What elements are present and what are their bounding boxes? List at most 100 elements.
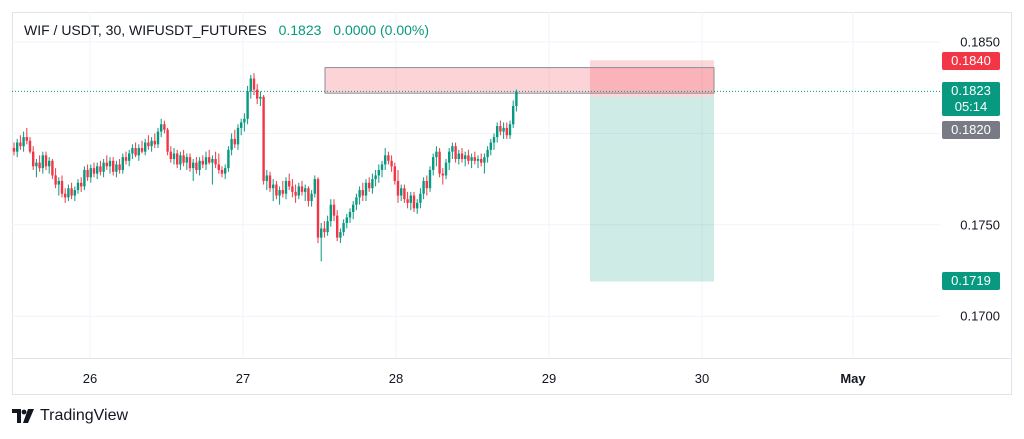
- candle-body: [54, 175, 57, 185]
- candle-body: [124, 157, 128, 161]
- stop-loss-zone: [590, 60, 714, 97]
- candle-body: [185, 157, 188, 163]
- candle-body: [505, 127, 508, 136]
- candle-body: [268, 175, 272, 189]
- time-label: 28: [388, 371, 404, 386]
- candle-body: [272, 184, 275, 189]
- candle-body: [393, 166, 396, 181]
- candle-body: [320, 228, 323, 238]
- candle-body: [131, 148, 134, 154]
- candle-body: [83, 169, 86, 187]
- candle-body: [432, 157, 435, 170]
- candle-body: [483, 157, 486, 163]
- candle-body: [275, 184, 278, 196]
- candle-body: [28, 140, 32, 152]
- symbol-legend: WIF / USDT, 30, WIFUSDT_FUTURES 0.1823 0…: [24, 22, 429, 38]
- candle-body: [76, 182, 80, 191]
- candle-body: [192, 162, 195, 169]
- candle-body: [233, 138, 236, 145]
- candle-body: [339, 232, 342, 238]
- chart-frame: [12, 12, 1012, 395]
- candle-body: [492, 137, 496, 143]
- candle-body: [329, 204, 332, 222]
- candle-body: [281, 190, 284, 194]
- candle-body: [396, 180, 400, 196]
- candle-body: [240, 122, 243, 128]
- candle-body: [211, 158, 214, 163]
- candle-body: [304, 188, 307, 192]
- candle-body: [441, 173, 444, 176]
- candle-body: [38, 162, 41, 169]
- candle-body: [176, 153, 179, 165]
- brand-name: TradingView: [40, 407, 129, 424]
- time-label: 29: [541, 371, 557, 386]
- candle-body: [204, 157, 208, 165]
- last-price: 0.1823: [278, 22, 322, 38]
- candle-body: [384, 155, 387, 165]
- candle-body: [336, 215, 339, 238]
- candle-body: [502, 127, 505, 132]
- candle-body: [361, 190, 364, 196]
- candle-body: [99, 166, 102, 172]
- candle-body: [368, 182, 371, 189]
- candle-body: [150, 140, 153, 147]
- candle-body: [137, 148, 140, 156]
- candle-body: [128, 153, 131, 161]
- candle-body: [140, 148, 144, 152]
- candle-body: [499, 126, 502, 132]
- candle-body: [428, 169, 432, 189]
- candlestick-chart[interactable]: [12, 12, 940, 358]
- candle-body: [400, 188, 403, 196]
- candle-body: [265, 175, 268, 181]
- candle-body: [380, 164, 384, 170]
- candle-body: [73, 190, 76, 196]
- candle-body: [35, 162, 38, 167]
- candle-body: [352, 204, 355, 213]
- candle-body: [409, 195, 412, 203]
- candle-body: [460, 153, 464, 159]
- candle-body: [32, 151, 35, 167]
- candle-body: [480, 158, 483, 163]
- candle-body: [297, 186, 300, 196]
- candle-body: [489, 142, 492, 150]
- candle-body: [422, 180, 425, 194]
- candle-body: [25, 137, 28, 141]
- candle-body: [307, 188, 310, 202]
- candle-body: [121, 157, 124, 170]
- candle-body: [147, 142, 150, 147]
- candle-body: [300, 186, 304, 192]
- candle-body: [406, 199, 409, 203]
- time-axis[interactable]: 26 27 28 29 30 May: [12, 358, 1012, 395]
- candle-body: [457, 153, 460, 159]
- candle-body: [57, 180, 60, 185]
- candle-body: [387, 155, 390, 161]
- tradingview-branding[interactable]: TradingView: [12, 407, 128, 425]
- candle-body: [326, 221, 329, 233]
- candle-body: [92, 168, 96, 174]
- candle-body: [262, 96, 265, 181]
- candle-body: [60, 180, 64, 194]
- candle-body: [454, 146, 457, 159]
- candle-body: [412, 195, 416, 209]
- resistance-rectangle: [324, 67, 715, 94]
- candle-body: [217, 164, 220, 170]
- price-axis[interactable]: 0.1850 0.1750 0.1700 0.1840 0.1823 05:14…: [940, 12, 1012, 358]
- candle-body: [256, 89, 259, 99]
- candle-body: [284, 180, 288, 194]
- candle-body: [16, 142, 19, 152]
- candle-body: [348, 212, 352, 218]
- chart-pane[interactable]: [12, 12, 940, 358]
- symbol-title[interactable]: WIF / USDT, 30, WIFUSDT_FUTURES: [24, 22, 267, 38]
- candle-body: [425, 180, 428, 189]
- candle-body: [208, 157, 211, 163]
- candle-body: [470, 157, 473, 161]
- candle-body: [419, 193, 422, 203]
- candle-body: [515, 91, 518, 106]
- candle-body: [416, 202, 419, 209]
- candle-body: [86, 169, 89, 178]
- stop-loss-price-tag: 0.1840: [942, 52, 1000, 70]
- candle-body: [345, 217, 348, 223]
- candle-body: [96, 166, 99, 174]
- candle-body: [48, 160, 51, 167]
- candle-body: [188, 157, 192, 169]
